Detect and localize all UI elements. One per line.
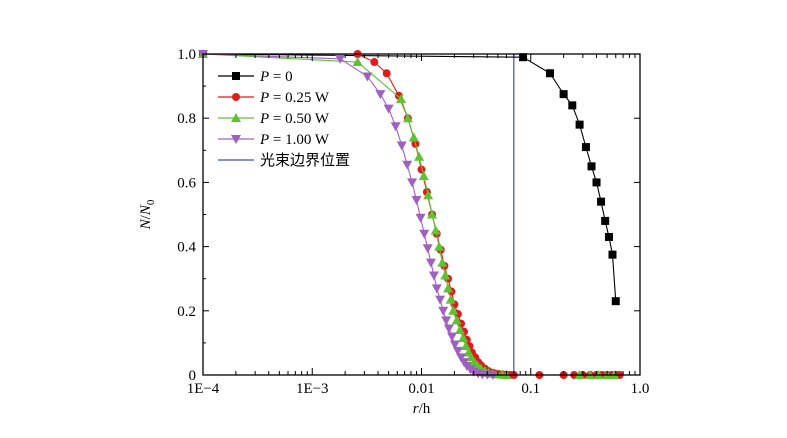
- x-tick-label-4: 1.0: [631, 381, 650, 397]
- point-3-2: [362, 72, 373, 82]
- legend-label-3: P = 1.00 W: [259, 132, 330, 148]
- legend-marker-1: [232, 93, 240, 101]
- point-3-1: [335, 54, 346, 64]
- legend-marker-2: [231, 113, 241, 122]
- series-3: [198, 50, 498, 380]
- point-3-22: [452, 346, 463, 356]
- point-0-12: [608, 250, 617, 259]
- point-2-9: [430, 225, 441, 235]
- point-2-10: [434, 241, 445, 251]
- point-2-19: [460, 341, 471, 351]
- point-3-17: [438, 306, 449, 316]
- legend-marker-0: [232, 72, 240, 80]
- point-0-9: [597, 197, 606, 206]
- point-0-5: [575, 120, 584, 129]
- point-3-23: [456, 353, 467, 363]
- point-0-6: [581, 143, 590, 152]
- point-3-8: [407, 178, 418, 188]
- point-2-2: [396, 93, 407, 103]
- point-3-10: [415, 213, 426, 223]
- legend-label-1: P = 0.25 W: [259, 90, 330, 106]
- point-3-19: [443, 324, 454, 334]
- legend-label-4: 光束边界位置: [260, 152, 350, 169]
- x-tick-label-0: 1E−4: [187, 381, 220, 397]
- point-0-10: [601, 216, 610, 225]
- point-2-17: [454, 325, 465, 335]
- point-2-15: [448, 305, 459, 315]
- y-axis-label: N/N0: [138, 199, 157, 230]
- point-2-16: [451, 315, 462, 325]
- point-3-7: [402, 160, 413, 170]
- point-3-5: [390, 122, 401, 132]
- point-3-14: [428, 271, 439, 281]
- point-3-3: [375, 90, 386, 100]
- y-tick-label-4: 0.8: [177, 111, 196, 127]
- point-3-13: [425, 258, 436, 268]
- point-0-13: [611, 297, 620, 306]
- legend-entry-1: P = 0.25 W: [218, 90, 330, 106]
- point-2-3: [402, 113, 413, 123]
- y-tick-label-0: 0: [189, 368, 197, 384]
- point-3-9: [411, 196, 422, 206]
- point-2-4: [408, 132, 419, 142]
- point-0-3: [559, 90, 568, 99]
- point-3-4: [383, 104, 394, 114]
- y-tick-label-1: 0.2: [177, 304, 196, 320]
- point-3-11: [419, 229, 430, 239]
- point-2-18: [458, 333, 469, 343]
- legend-entry-2: P = 0.50 W: [218, 111, 330, 127]
- point-2-14: [445, 294, 456, 304]
- x-tick-label-2: 0.01: [408, 381, 434, 397]
- point-0-2: [545, 69, 554, 78]
- legend-marker-3: [231, 135, 241, 144]
- y-tick-label-5: 1.0: [177, 47, 196, 63]
- point-0-11: [604, 232, 613, 241]
- point-2-1: [352, 57, 363, 67]
- point-2-13: [443, 283, 454, 293]
- point-3-18: [441, 316, 452, 326]
- legend-label-0: P = 0: [259, 69, 293, 85]
- x-axis-label: r/h: [413, 401, 431, 417]
- point-2-6: [418, 170, 429, 180]
- point-2-5: [414, 151, 425, 161]
- point-0-4: [568, 101, 577, 110]
- series-0: [199, 50, 620, 306]
- point-2-12: [440, 270, 451, 280]
- point-3-6: [396, 141, 407, 151]
- legend-entry-0: P = 0: [218, 69, 293, 85]
- point-3-12: [422, 244, 433, 254]
- legend-entry-3: P = 1.00 W: [218, 132, 330, 148]
- point-0-7: [587, 162, 596, 171]
- point-1-3: [382, 69, 391, 78]
- point-3-16: [435, 295, 446, 305]
- point-0-1: [519, 53, 528, 62]
- point-3-21: [449, 340, 460, 350]
- legend-entry-4: 光束边界位置: [218, 152, 350, 169]
- y-tick-label-3: 0.6: [177, 175, 196, 191]
- x-tick-label-1: 1E−3: [296, 381, 329, 397]
- point-2-8: [427, 209, 438, 219]
- legend-label-2: P = 0.50 W: [259, 111, 330, 127]
- point-3-15: [431, 284, 442, 294]
- point-1-2: [370, 58, 379, 67]
- point-2-7: [423, 190, 434, 200]
- x-tick-label-3: 0.1: [521, 381, 540, 397]
- point-0-8: [592, 178, 601, 187]
- point-2-11: [437, 257, 448, 267]
- y-tick-label-2: 0.4: [177, 240, 196, 256]
- point-3-20: [446, 332, 457, 342]
